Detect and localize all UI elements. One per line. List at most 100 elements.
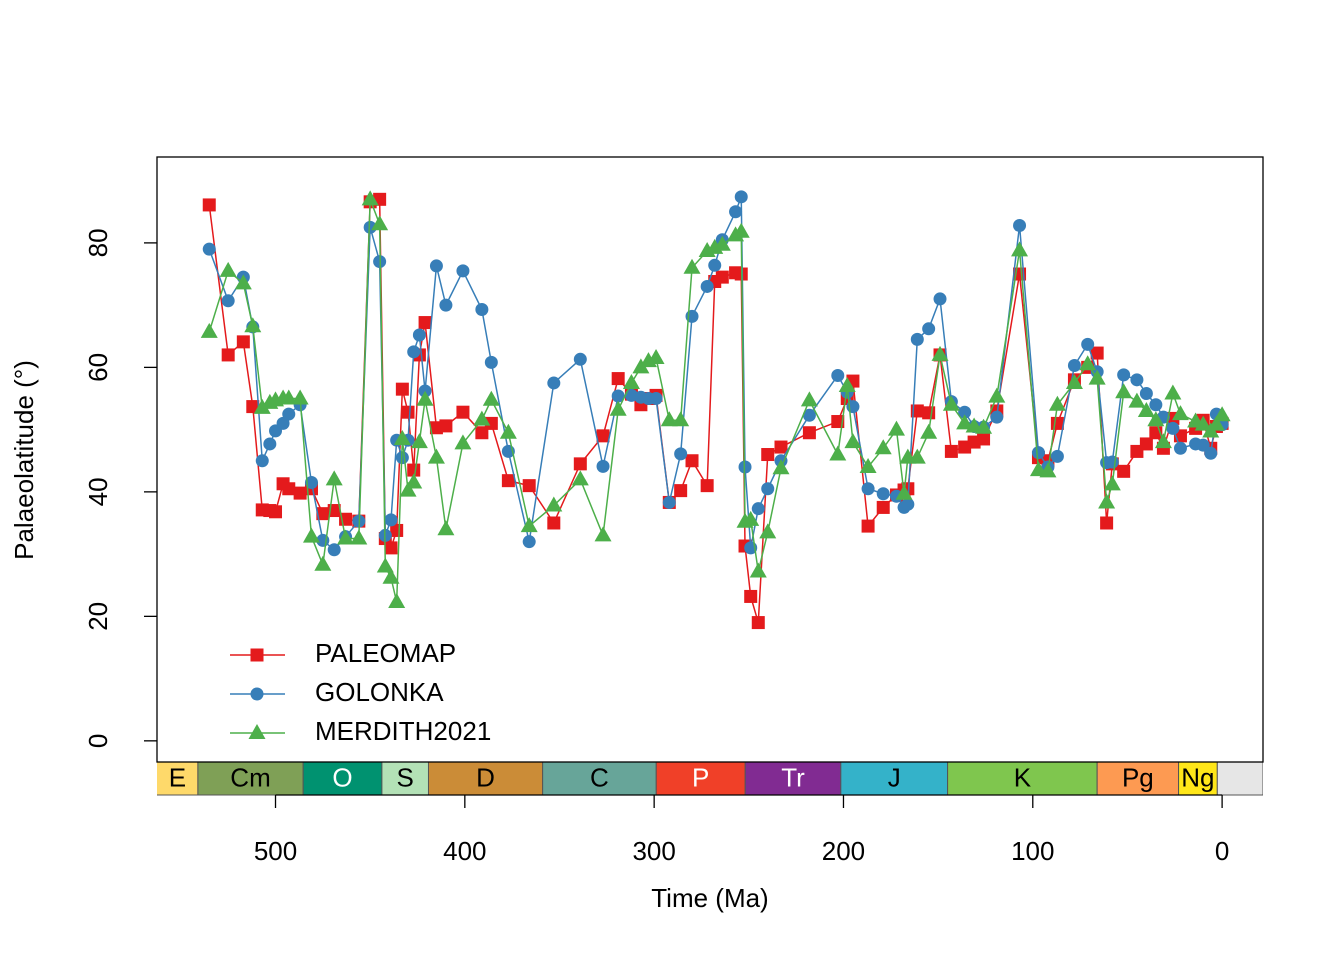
x-tick-label: 200 xyxy=(822,836,865,866)
marker xyxy=(774,440,788,454)
marker xyxy=(255,454,269,468)
plot-frame xyxy=(156,156,1264,763)
marker xyxy=(282,482,296,496)
marker xyxy=(861,482,875,496)
x-tick-label: 100 xyxy=(1011,836,1054,866)
marker xyxy=(573,457,587,471)
marker xyxy=(291,389,309,405)
marker xyxy=(473,410,491,426)
marker xyxy=(253,398,271,414)
marker xyxy=(376,557,394,573)
marker xyxy=(304,476,318,490)
timescale-remainder xyxy=(1216,761,1263,796)
marker xyxy=(734,190,748,204)
marker xyxy=(887,420,905,436)
marker xyxy=(759,523,777,539)
marker xyxy=(427,448,445,464)
y-tick-label: 0 xyxy=(83,734,113,748)
marker xyxy=(751,502,765,516)
marker xyxy=(439,298,453,312)
marker xyxy=(975,418,993,434)
marker xyxy=(1139,387,1153,401)
marker xyxy=(713,235,731,251)
marker xyxy=(484,416,498,430)
marker xyxy=(749,562,767,578)
marker xyxy=(910,332,924,346)
legend-entry: PALEOMAP xyxy=(230,638,456,668)
period-label: Pg xyxy=(1122,762,1154,792)
marker xyxy=(547,516,561,530)
marker xyxy=(1147,411,1165,427)
y-tick-label: 20 xyxy=(83,602,113,631)
y-axis-label: Palaeolatitude (°) xyxy=(9,360,39,560)
marker xyxy=(990,410,1004,424)
marker xyxy=(611,372,625,386)
x-tick-label: 0 xyxy=(1215,836,1229,866)
marker xyxy=(337,529,355,545)
period-label: P xyxy=(692,762,709,792)
marker xyxy=(416,390,434,406)
marker xyxy=(456,264,470,278)
period-box xyxy=(947,761,1098,796)
marker xyxy=(325,470,343,486)
x-axis-label: Time (Ma) xyxy=(651,883,768,913)
series xyxy=(200,190,1231,609)
marker xyxy=(732,222,750,238)
marker xyxy=(418,316,432,330)
marker xyxy=(327,543,341,557)
legend-entry: MERDITH2021 xyxy=(230,716,491,746)
marker xyxy=(931,345,949,361)
marker xyxy=(388,593,406,609)
marker xyxy=(384,541,398,555)
marker xyxy=(282,407,296,421)
period-label: J xyxy=(888,762,901,792)
marker xyxy=(410,433,428,449)
marker xyxy=(829,445,847,461)
marker xyxy=(302,527,320,543)
marker xyxy=(1154,433,1172,449)
marker xyxy=(1079,355,1097,371)
marker xyxy=(1194,415,1212,431)
marker xyxy=(802,408,816,422)
period-label: E xyxy=(169,762,186,792)
marker xyxy=(439,419,453,433)
marker xyxy=(1207,415,1225,431)
marker xyxy=(456,405,470,419)
marker xyxy=(922,406,936,420)
marker xyxy=(1115,383,1133,399)
marker xyxy=(772,459,790,475)
series xyxy=(202,192,1229,630)
marker xyxy=(1204,446,1218,460)
marker xyxy=(202,242,216,256)
marker xyxy=(202,198,216,212)
marker xyxy=(545,496,563,512)
marker xyxy=(876,500,890,514)
marker xyxy=(700,479,714,493)
marker xyxy=(350,529,368,545)
marker xyxy=(838,377,856,393)
marker xyxy=(674,484,688,498)
marker xyxy=(876,487,890,501)
marker xyxy=(401,405,415,419)
y-tick-label: 40 xyxy=(83,477,113,506)
marker xyxy=(407,463,421,477)
y-tick-label: 60 xyxy=(83,353,113,382)
marker xyxy=(944,444,958,458)
marker xyxy=(234,274,252,290)
marker xyxy=(384,513,398,527)
marker xyxy=(700,279,714,293)
marker xyxy=(1137,401,1155,417)
marker xyxy=(1065,373,1083,389)
marker xyxy=(622,373,640,389)
marker xyxy=(1117,464,1131,478)
marker xyxy=(908,448,926,464)
marker xyxy=(250,648,264,662)
marker xyxy=(802,426,816,440)
marker xyxy=(221,294,235,308)
marker xyxy=(683,258,701,274)
marker xyxy=(412,328,426,342)
period-label: D xyxy=(476,762,495,792)
marker xyxy=(1031,446,1045,460)
marker xyxy=(751,616,765,630)
